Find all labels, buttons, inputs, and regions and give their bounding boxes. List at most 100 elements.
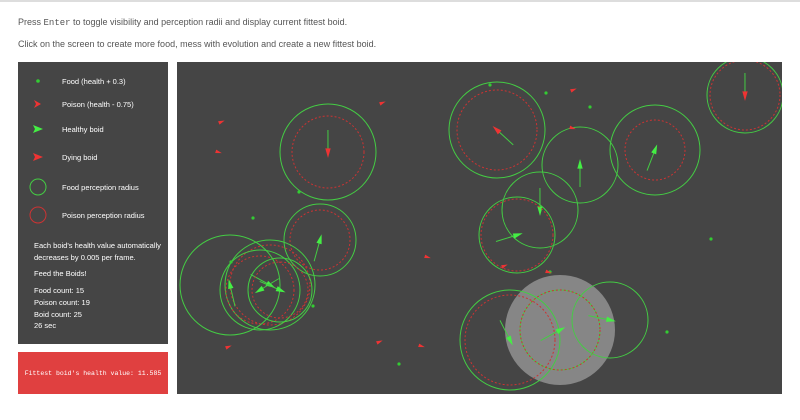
top-border [0,0,800,2]
poison-perception [519,289,601,371]
poison-icon [34,100,41,108]
food-perception [459,289,561,391]
stat: Boid count: 25 [34,310,82,319]
velocity [259,278,280,291]
triangle [651,144,658,155]
food-icon [36,79,40,83]
food-perception [283,203,357,277]
triangle [501,264,508,269]
poison-perception [291,115,365,189]
food-perception [706,62,782,134]
food [229,260,233,264]
dying-icon [33,153,43,161]
triangle [376,340,383,345]
legend-label: Healthy boid [62,125,104,134]
healthy-icon [33,125,43,133]
velocity [229,284,236,307]
legend-label: Poison (health - 0.75) [62,100,134,109]
poison-perception [464,294,556,386]
triangle [537,206,543,216]
info-heading: Feed the Boids! [34,269,87,278]
triangle [505,335,513,346]
text: to toggle visibility and perception radi… [70,17,348,27]
food-perception [571,281,649,359]
triangle [492,125,502,135]
food [251,216,255,220]
stat: Food count: 15 [34,286,85,295]
food [311,304,315,308]
velocity [250,274,271,286]
food-perception [448,81,546,179]
triangle [577,159,583,169]
triangle [418,343,425,348]
food-perception [609,104,701,196]
food-perception [219,249,301,331]
fittest-box: Fittest boid's health value: 11.585 [18,352,168,394]
food [488,83,492,87]
food [665,330,669,334]
info-note: Each boid's health value automatically d… [34,241,161,262]
poison-perception [289,209,351,271]
poison-radius-icon [29,206,47,224]
velocity [259,281,281,291]
velocity [313,239,321,262]
key: Enter [43,18,71,28]
triangle [228,279,234,290]
food-perception [247,257,313,323]
triangle [570,88,577,93]
triangle [379,101,386,106]
food-perception [478,196,556,274]
triangle [265,280,276,288]
food-radius-icon [29,178,47,196]
triangle [215,149,222,154]
food-perception [179,234,281,336]
legend-label: Dying boid [62,153,98,162]
triangle [316,234,322,245]
poison-perception [456,89,538,171]
food-perception [279,103,377,201]
velocity [540,329,561,342]
triangle [325,148,331,158]
velocity [499,320,511,341]
food-perception [224,239,316,331]
food [544,91,548,95]
poison-perception [624,119,686,181]
instruction: Press Enter to toggle visibility and per… [18,17,347,28]
poison-perception [709,62,781,131]
triangle [225,345,232,350]
simulation-canvas[interactable] [177,62,782,394]
triangle [569,125,576,130]
triangle [512,233,523,239]
food [588,105,592,109]
instruction: Click on the screen to create more food,… [18,39,377,49]
legend-icons [29,79,47,224]
velocity [646,149,656,171]
velocity [495,234,518,243]
triangle [275,286,286,293]
food [709,237,713,241]
stat: Poison count: 19 [34,298,90,307]
velocity [496,129,514,146]
poison-perception [251,261,309,319]
triangle [555,327,566,335]
stat: 26 sec [34,321,57,330]
triangle [742,91,748,101]
legend-label: Poison perception radius [62,211,145,220]
text: Press [18,17,44,27]
poison-perception [225,255,295,325]
triangle [424,254,431,259]
triangle [545,269,552,274]
food-perception [541,126,619,204]
legend-label: Food perception radius [62,183,139,192]
triangle [218,120,225,125]
legend-panel: Food (health + 0.3) Poison (health - 0.7… [18,62,168,344]
velocity [588,315,611,321]
food [397,362,401,366]
legend-label: Food (health + 0.3) [62,77,126,86]
poison-perception [480,198,554,272]
food-perception [501,171,579,249]
triangle [605,316,616,322]
triangle [254,285,265,294]
food [297,190,301,194]
